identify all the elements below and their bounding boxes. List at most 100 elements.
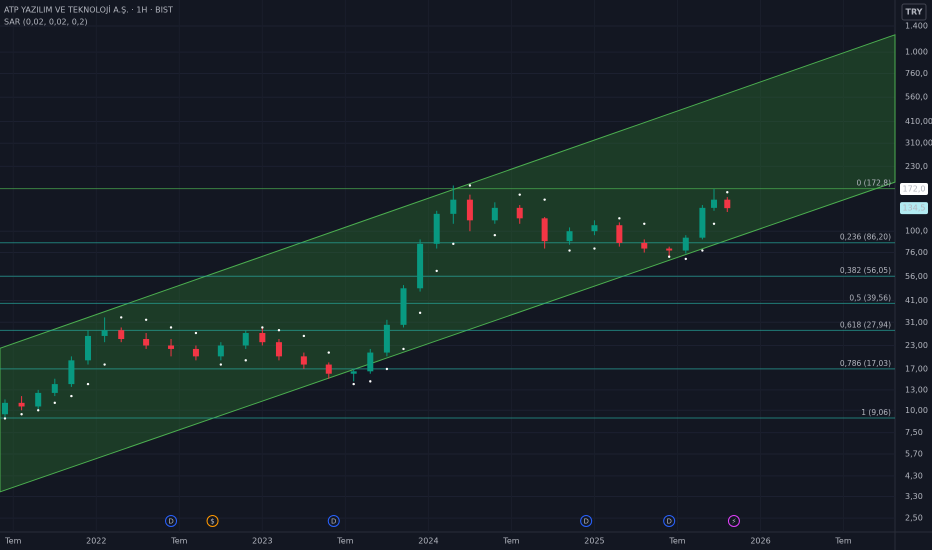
y-tick-label: 10,00: [905, 406, 928, 415]
event-label: ⚡: [731, 518, 736, 526]
chart-title: ATP YAZILIM VE TEKNOLOJİ A.Ş. · 1H · BIS…: [4, 5, 173, 15]
y-tick-label: 5,70: [905, 449, 923, 458]
x-tick-label: Tem: [668, 537, 685, 546]
sar-dot: [120, 316, 123, 319]
price-tag: [900, 183, 928, 196]
candle-body: [118, 330, 125, 340]
y-tick-label: 1.400: [905, 21, 928, 30]
candle-body: [516, 207, 523, 219]
sar-dot: [643, 222, 646, 225]
x-tick-label: Tem: [502, 537, 519, 546]
candle-body: [491, 207, 498, 221]
candle-body: [1, 402, 8, 415]
candle-body: [275, 342, 282, 357]
sar-dot: [219, 363, 223, 366]
y-tick-label: 41,00: [905, 296, 928, 305]
candle-body: [724, 199, 731, 209]
y-tick-label: 760,0: [905, 69, 928, 78]
candle-body: [711, 199, 718, 208]
x-tick-label: Tem: [4, 537, 21, 546]
sar-dot: [194, 331, 198, 335]
sar-dot: [277, 328, 281, 332]
fib-label: 0,236 (86,20): [840, 233, 891, 242]
candle-body: [367, 352, 374, 372]
y-tick-label: 230,0: [905, 162, 928, 171]
candle-body: [51, 384, 58, 393]
sar-dot: [726, 191, 729, 194]
sar-dot: [352, 382, 355, 386]
event-marker[interactable]: [663, 515, 676, 527]
candle-body: [300, 356, 307, 365]
y-tick-label: 76,00: [905, 248, 928, 257]
candle-body: [666, 248, 673, 251]
candle-body: [325, 364, 332, 374]
sar-dot: [53, 401, 56, 405]
sar-dot: [302, 334, 306, 338]
sar-dot: [86, 382, 90, 386]
currency-box[interactable]: [901, 3, 927, 21]
y-tick-label: 310,00: [905, 139, 932, 148]
sar-dot: [70, 394, 73, 398]
event-marker[interactable]: [727, 515, 740, 527]
sar-dot: [36, 409, 40, 412]
candle-body: [259, 333, 266, 343]
candle-body: [85, 335, 92, 361]
indicator-label: SAR (0,02, 0,02, 0,2): [4, 18, 88, 27]
sar-dot: [435, 269, 438, 273]
fib-label: 1 (9,06): [861, 408, 891, 417]
sar-dot: [618, 217, 621, 220]
event-label: D: [168, 518, 173, 526]
y-tick-label: 410,00: [905, 117, 932, 126]
y-tick-label: 7,50: [905, 428, 923, 437]
y-tick-label: 1.000: [905, 48, 928, 57]
price-tag: [900, 202, 928, 215]
sar-dot: [144, 318, 148, 322]
sar-dot: [452, 242, 455, 246]
candle-body: [616, 225, 623, 243]
event-marker[interactable]: [580, 515, 593, 527]
sar-dot: [402, 347, 405, 351]
y-tick-label: 13,00: [905, 385, 928, 394]
candle-body: [242, 333, 249, 346]
event-marker[interactable]: [327, 515, 340, 527]
y-tick-label: 100,0: [905, 227, 928, 236]
sar-dot: [518, 193, 521, 196]
sar-dot: [418, 311, 422, 315]
event-marker[interactable]: [206, 515, 219, 527]
candle-body: [192, 348, 199, 357]
candle-body: [682, 237, 689, 251]
candle-body: [450, 199, 457, 214]
event-marker[interactable]: [165, 515, 178, 527]
x-tick-label: Tem: [170, 537, 187, 546]
event-label: D: [666, 518, 671, 526]
fib-label: 0 (172,8): [857, 179, 892, 188]
y-tick-label: 56,00: [905, 272, 928, 281]
channel: [0, 34, 896, 493]
y-tick-label: 17,00: [905, 364, 928, 373]
candle-body: [383, 324, 390, 353]
y-tick-label: 2,50: [905, 514, 923, 523]
fib-label: 0,5 (39,56): [849, 293, 891, 302]
sar-dot: [244, 359, 247, 362]
y-tick-label: 23,00: [905, 341, 928, 350]
candle-body: [168, 345, 175, 349]
y-tick-label: 3,30: [905, 492, 923, 501]
sar-dot: [468, 184, 472, 187]
y-tick-label: 4,30: [905, 471, 923, 480]
x-tick-label: Tem: [336, 537, 353, 546]
sar-dot: [369, 380, 372, 383]
sar-dot: [3, 417, 7, 420]
x-tick-label: 2024: [418, 537, 438, 546]
candle-body: [591, 225, 598, 232]
sar-dot: [261, 326, 264, 329]
currency[interactable]: TRY: [906, 8, 923, 17]
candle-body: [143, 339, 150, 346]
y-tick-label: 560,0: [905, 93, 928, 102]
sar-dot: [20, 413, 23, 416]
candle-body: [566, 231, 573, 242]
event-label: D: [583, 518, 588, 526]
candle-body: [641, 242, 648, 249]
candle-body: [466, 199, 473, 221]
price-tag-label: 172,0: [903, 185, 926, 194]
fib-label: 0,618 (27,94): [840, 320, 891, 329]
